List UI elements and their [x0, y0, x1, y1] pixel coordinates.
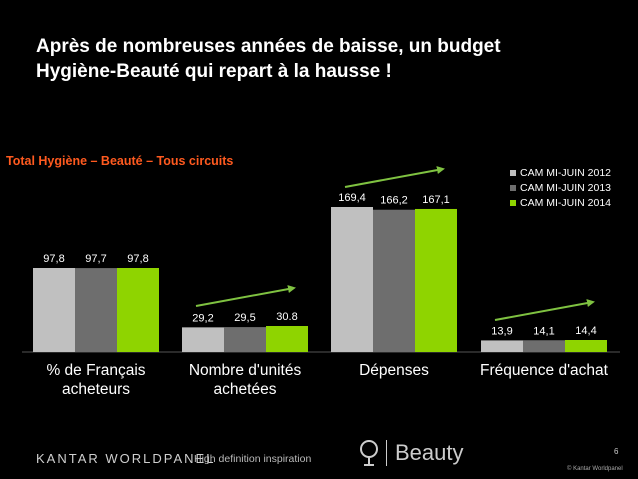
data-label: 97,8: [43, 253, 64, 265]
bar: [481, 340, 523, 352]
bar: [415, 208, 457, 352]
bar: [331, 207, 373, 352]
bar: [117, 268, 159, 352]
bar: [33, 268, 75, 352]
data-label: 14,4: [575, 325, 596, 337]
bar: [373, 209, 415, 352]
bar: [266, 326, 308, 352]
slide-title: Après de nombreuses années de baisse, un…: [36, 34, 616, 84]
bar: [565, 340, 607, 352]
chart-subtitle: Total Hygiène – Beauté – Tous circuits: [6, 154, 234, 168]
beauty-logo: Beauty: [358, 438, 464, 468]
legend-item: CAM MI-JUIN 2014: [510, 195, 611, 210]
category-label: acheteurs: [62, 381, 130, 398]
category-label: % de Français: [46, 362, 145, 379]
data-label: 167,1: [422, 194, 450, 206]
data-label: 13,9: [491, 325, 512, 337]
bar: [523, 340, 565, 352]
bar: [224, 327, 266, 352]
beauty-label: Beauty: [395, 440, 464, 465]
category-label: Nombre d'unités: [189, 362, 302, 379]
slide-title-line-2: Hygiène-Beauté qui repart à la hausse !: [36, 61, 392, 82]
trend-arrow: [494, 299, 595, 321]
chart-legend: CAM MI-JUIN 2012 CAM MI-JUIN 2013 CAM MI-J…: [510, 165, 611, 210]
page-number: 6: [614, 447, 619, 456]
data-label: 29,5: [234, 312, 255, 324]
kantar-worldpanel-logo: KANTAR WORLDPANEL: [36, 451, 216, 466]
legend-item: CAM MI-JUIN 2012: [510, 165, 611, 180]
trend-arrow: [344, 166, 445, 188]
data-label: 97,7: [85, 253, 106, 265]
beauty-divider: [386, 440, 387, 466]
data-label: 14,1: [533, 325, 554, 337]
legend-label: CAM MI-JUIN 2012: [520, 166, 612, 179]
category-label: Fréquence d'achat: [480, 362, 609, 379]
legend-label: CAM MI-JUIN 2014: [520, 196, 612, 209]
data-label: 166,2: [380, 195, 408, 207]
legend-swatch: [510, 169, 516, 176]
copyright: © Kantar Worldpanel: [567, 466, 623, 472]
bar: [75, 268, 117, 352]
slide-title-line-1: Après de nombreuses années de baisse, un…: [36, 36, 501, 57]
trend-arrow: [195, 285, 296, 307]
category-label: achetées: [214, 381, 277, 398]
data-label: 29,2: [192, 312, 213, 324]
legend-label: CAM MI-JUIN 2013: [520, 181, 612, 194]
legend-item: CAM MI-JUIN 2013: [510, 180, 611, 195]
footer-tagline: High definition inspiration: [194, 453, 312, 465]
mirror-icon: [360, 440, 378, 466]
data-label: 169,4: [338, 192, 366, 204]
data-label: 97,8: [127, 253, 148, 265]
category-label: Dépenses: [359, 362, 429, 379]
bar: [182, 327, 224, 352]
legend-swatch: [510, 184, 516, 191]
legend-swatch: [510, 199, 516, 206]
data-label: 30.8: [276, 311, 297, 323]
